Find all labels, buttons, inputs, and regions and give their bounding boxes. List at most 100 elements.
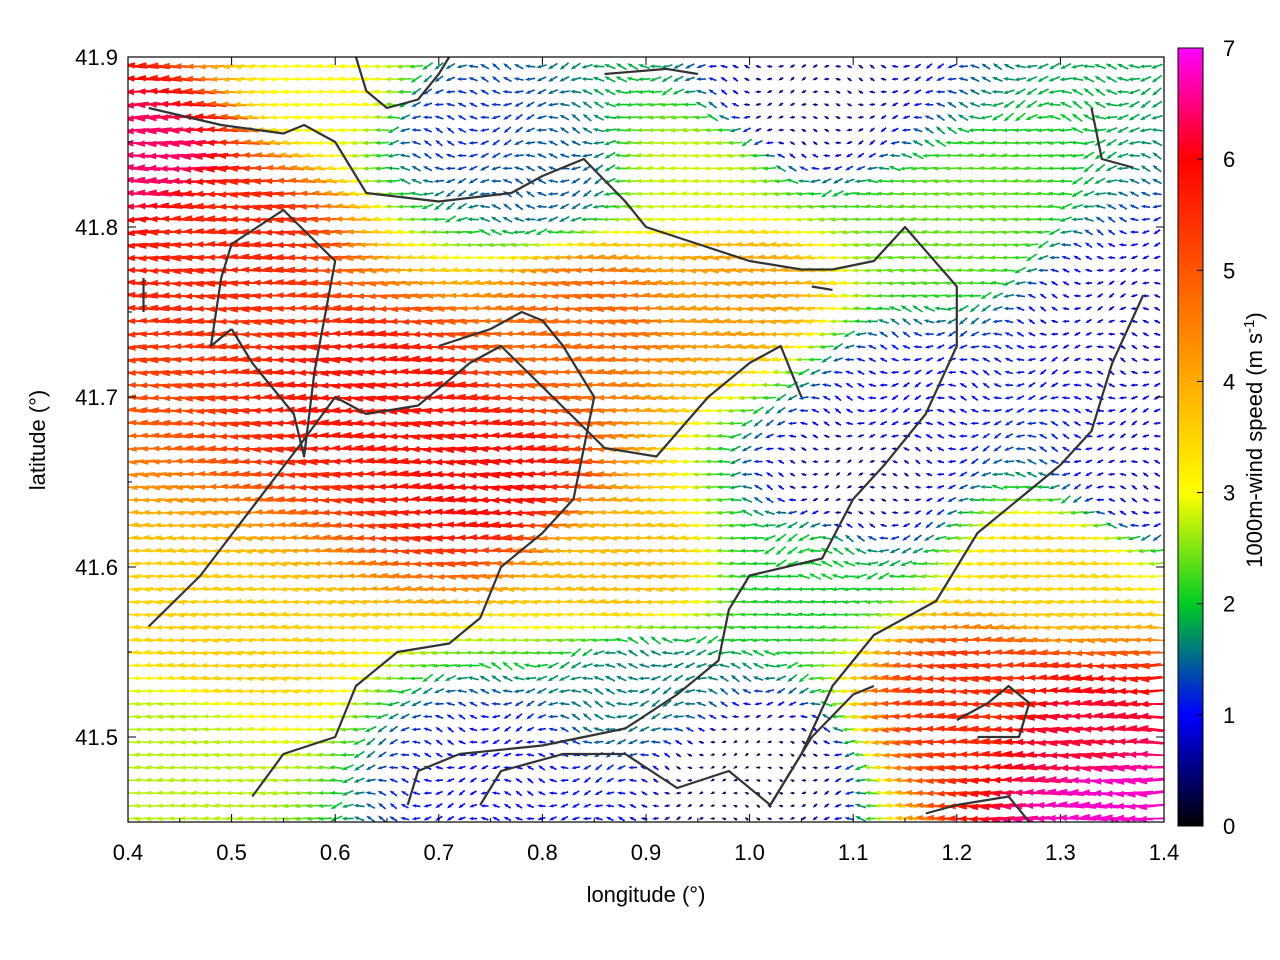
wind-arrow-shaft (826, 778, 830, 781)
wind-arrow-head (400, 803, 406, 808)
wind-arrow-shaft (415, 741, 421, 744)
wind-arrow (663, 752, 671, 758)
wind-arrow-shaft (404, 817, 410, 821)
wind-arrow (366, 815, 376, 822)
wind-arrow (696, 714, 706, 720)
wind-arrow (719, 675, 729, 682)
wind-arrow-head (268, 586, 276, 592)
wind-arrow-head (872, 765, 880, 770)
wind-arrow-head (652, 816, 657, 820)
wind-arrow-head (433, 689, 439, 694)
wind-arrow-head (710, 778, 715, 782)
wind-arrow-shaft (391, 690, 401, 693)
wind-arrow-head (366, 815, 372, 820)
wind-arrow-head (537, 791, 543, 795)
wind-arrow-head (1052, 637, 1061, 644)
wind-arrow (515, 778, 523, 784)
wind-arrow-head (168, 701, 175, 707)
wind-arrow (305, 803, 322, 809)
wind-arrow-head (480, 766, 486, 770)
wind-arrow-head (767, 779, 772, 783)
wind-arrow (695, 701, 707, 707)
wind-arrow-head (353, 803, 359, 808)
wind-arrow-head (400, 790, 406, 795)
wind-arrow (698, 816, 704, 820)
wind-arrow-head (549, 817, 554, 821)
wind-arrow-head (342, 791, 348, 796)
wind-arrow-head (411, 816, 417, 821)
wind-arrow-head (200, 663, 207, 669)
wind-arrow-shaft (608, 690, 616, 695)
wind-arrow-shaft (837, 817, 842, 820)
wind-arrow (458, 802, 466, 809)
wind-arrow (468, 689, 479, 694)
wind-arrow-head (449, 599, 457, 605)
wind-arrow (1080, 814, 1119, 822)
wind-arrow-head (405, 611, 412, 617)
wind-arrow-shaft (311, 804, 322, 807)
wind-arrow-head (473, 612, 481, 617)
wind-arrow-head (970, 701, 979, 708)
wind-arrow-shaft (858, 600, 868, 603)
wind-arrow-shaft (1055, 804, 1085, 809)
wind-arrow-shaft (677, 674, 684, 680)
wind-arrow (400, 740, 410, 744)
wind-arrow-head (400, 753, 405, 757)
wind-arrow-shaft (677, 728, 684, 732)
wind-arrow-shaft (665, 674, 672, 680)
wind-arrow (778, 792, 784, 795)
wind-arrow-shaft (529, 700, 535, 705)
wind-arrow-shaft (825, 728, 831, 733)
wind-arrow-head (687, 816, 692, 821)
wind-arrow-head (828, 676, 835, 681)
wind-arrow (765, 701, 774, 706)
wind-arrow-head (592, 651, 598, 655)
wind-arrow-head (435, 791, 440, 795)
wind-arrow (480, 715, 489, 719)
wind-arrow-shaft (815, 791, 818, 794)
wind-arrow-shaft (585, 648, 593, 655)
wind-arrow (502, 661, 513, 671)
wind-arrow-shaft (528, 677, 537, 680)
wind-arrow-shaft (609, 764, 614, 769)
wind-arrow-shaft (859, 792, 867, 795)
wind-arrow (675, 791, 681, 795)
wind-arrow-head (485, 612, 492, 618)
wind-arrow (569, 689, 582, 693)
wind-arrow-head (134, 739, 140, 745)
wind-arrow-head (467, 676, 473, 680)
wind-arrow (639, 753, 649, 757)
wind-arrow (447, 802, 454, 809)
wind-arrow-shaft (790, 613, 799, 617)
wind-arrow (785, 625, 799, 630)
wind-arrow (744, 739, 749, 744)
wind-arrow (435, 802, 443, 809)
wind-arrow (458, 789, 466, 796)
wind-arrow-head (537, 816, 542, 821)
wind-arrow-head (894, 789, 902, 796)
wind-arrow-shaft (541, 779, 546, 784)
wind-arrow-shaft (1147, 753, 1164, 757)
wind-arrow-shaft (848, 777, 854, 782)
wind-arrow-head (245, 637, 253, 643)
wind-arrow-shaft (529, 792, 534, 797)
wind-arrow (767, 753, 772, 757)
wind-arrow-shaft (734, 677, 740, 683)
wind-arrow (571, 790, 580, 796)
wind-arrow-shaft (461, 716, 466, 720)
wind-arrow-head (864, 778, 870, 783)
wind-arrow-head (638, 663, 644, 668)
wind-arrow-shaft (574, 676, 582, 680)
wind-arrow (571, 816, 580, 821)
wind-arrow-shaft (768, 689, 775, 692)
wind-arrow (582, 740, 593, 744)
wind-arrow-head (629, 804, 634, 808)
wind-arrow-head (480, 753, 486, 757)
wind-arrow-shaft (712, 715, 717, 720)
wind-arrow (457, 816, 466, 821)
wind-arrow-head (400, 727, 406, 732)
wind-arrow-head (883, 777, 891, 783)
wind-arrow-head (1008, 612, 1016, 618)
wind-arrow-head (789, 816, 794, 820)
wind-arrow-head (638, 740, 644, 744)
